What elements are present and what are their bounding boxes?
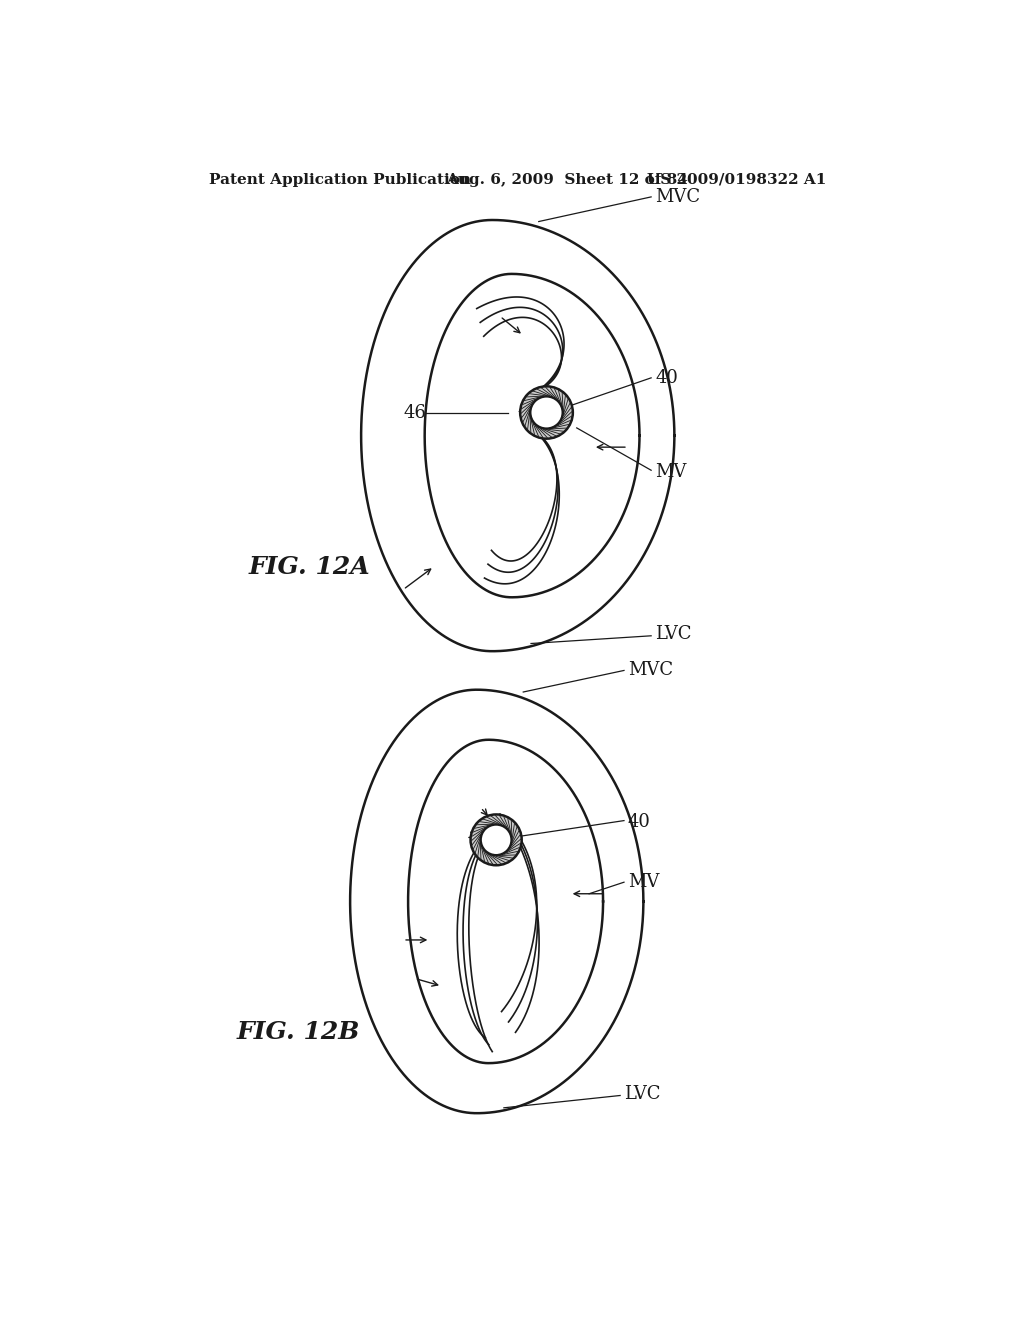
- Text: 40: 40: [628, 813, 650, 832]
- Text: MVC: MVC: [655, 187, 700, 206]
- Text: Patent Application Publication: Patent Application Publication: [209, 173, 471, 187]
- Text: MVC: MVC: [628, 661, 673, 680]
- Text: MV: MV: [628, 874, 659, 891]
- Text: LVC: LVC: [655, 626, 691, 643]
- Text: Aug. 6, 2009  Sheet 12 of 84: Aug. 6, 2009 Sheet 12 of 84: [445, 173, 688, 187]
- Text: 46: 46: [403, 404, 426, 421]
- Circle shape: [530, 396, 563, 429]
- Text: MV: MV: [655, 463, 686, 480]
- Text: FIG. 12B: FIG. 12B: [237, 1020, 359, 1044]
- Text: FIG. 12A: FIG. 12A: [248, 554, 370, 578]
- Circle shape: [520, 387, 572, 438]
- Circle shape: [471, 814, 521, 866]
- Text: US 2009/0198322 A1: US 2009/0198322 A1: [647, 173, 826, 187]
- Circle shape: [480, 825, 512, 855]
- Text: 40: 40: [655, 368, 678, 387]
- Text: LVC: LVC: [624, 1085, 660, 1104]
